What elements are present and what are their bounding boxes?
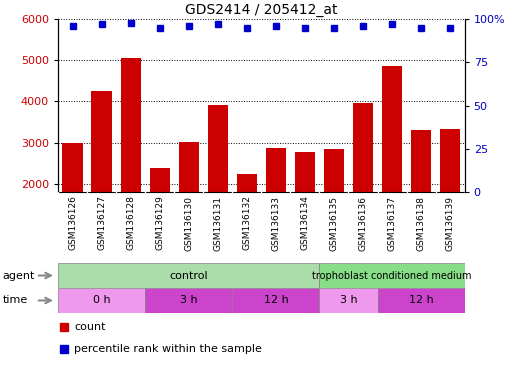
Text: 0 h: 0 h [93, 295, 110, 306]
Bar [411, 130, 431, 266]
Text: GSM136129: GSM136129 [155, 195, 164, 250]
Text: 12 h: 12 h [409, 295, 433, 306]
Bar [266, 148, 286, 266]
Bar [145, 288, 232, 313]
Bar [149, 168, 170, 266]
Bar [120, 58, 141, 266]
Bar [237, 174, 257, 266]
Bar [58, 288, 145, 313]
Text: 3 h: 3 h [340, 295, 357, 306]
Bar [319, 288, 378, 313]
Bar [62, 142, 83, 266]
Text: 12 h: 12 h [263, 295, 288, 306]
Bar [208, 105, 228, 266]
Text: GSM136138: GSM136138 [417, 195, 426, 250]
Text: control: control [169, 270, 208, 281]
Bar [319, 263, 465, 288]
Text: GSM136139: GSM136139 [446, 195, 455, 250]
Bar [440, 129, 460, 266]
Text: agent: agent [3, 270, 35, 281]
Title: GDS2414 / 205412_at: GDS2414 / 205412_at [185, 3, 337, 17]
Text: 3 h: 3 h [180, 295, 197, 306]
Bar [382, 66, 402, 266]
Text: GSM136134: GSM136134 [300, 195, 309, 250]
Text: GSM136136: GSM136136 [359, 195, 367, 250]
Text: percentile rank within the sample: percentile rank within the sample [74, 344, 262, 354]
Bar [295, 152, 315, 266]
Text: trophoblast conditioned medium: trophoblast conditioned medium [312, 270, 472, 281]
Bar [378, 288, 465, 313]
Text: GSM136128: GSM136128 [126, 195, 135, 250]
Text: GSM136131: GSM136131 [213, 195, 222, 250]
Text: GSM136132: GSM136132 [242, 195, 251, 250]
Bar [232, 288, 319, 313]
Text: GSM136135: GSM136135 [329, 195, 338, 250]
Text: GSM136137: GSM136137 [388, 195, 397, 250]
Text: time: time [3, 295, 28, 306]
Text: GSM136126: GSM136126 [68, 195, 77, 250]
Bar [324, 149, 344, 266]
Text: GSM136130: GSM136130 [184, 195, 193, 250]
Text: count: count [74, 322, 106, 332]
Bar [353, 103, 373, 266]
Text: GSM136133: GSM136133 [271, 195, 280, 250]
Text: GSM136127: GSM136127 [97, 195, 106, 250]
Bar [58, 263, 319, 288]
Bar [91, 91, 112, 266]
Bar [178, 142, 199, 266]
